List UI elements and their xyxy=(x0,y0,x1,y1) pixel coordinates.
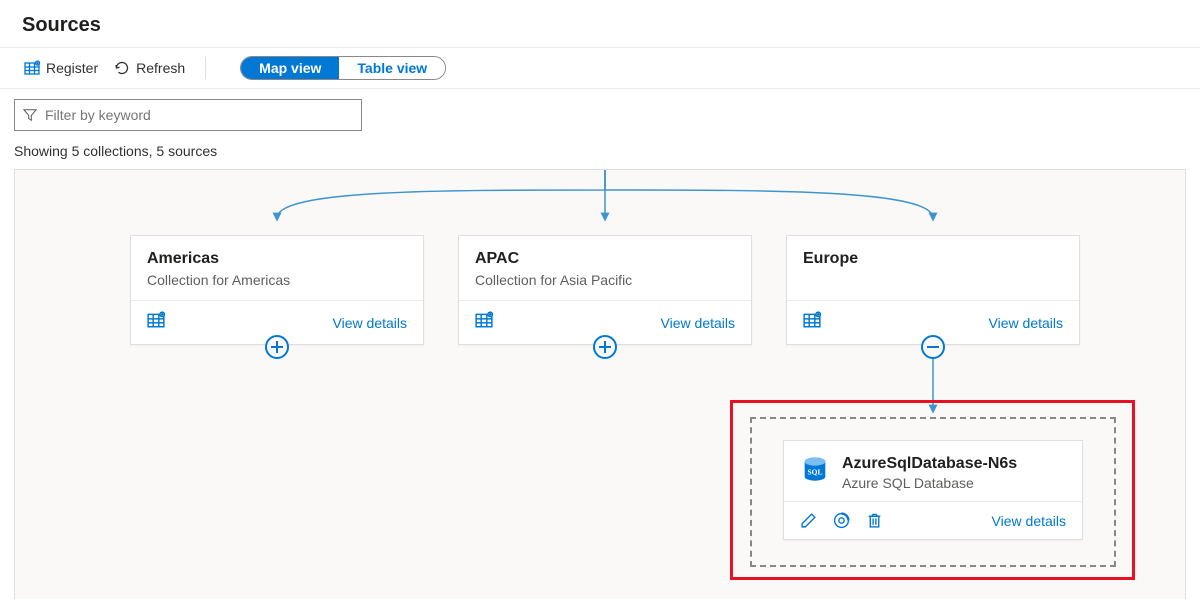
refresh-icon xyxy=(114,60,130,76)
collection-register-icon[interactable] xyxy=(147,311,165,334)
collection-view-details[interactable]: View details xyxy=(333,315,407,331)
collapse-button[interactable] xyxy=(921,335,945,359)
toolbar-divider xyxy=(205,57,206,79)
collection-card-europe[interactable]: Europe View details xyxy=(786,235,1080,345)
collection-title: Americas xyxy=(147,250,407,268)
page-title: Sources xyxy=(22,14,1178,37)
source-view-details[interactable]: View details xyxy=(992,513,1066,529)
view-toggle: Map view Table view xyxy=(240,56,446,80)
filter-input[interactable] xyxy=(43,106,353,124)
edit-icon[interactable] xyxy=(800,512,817,529)
collection-view-details[interactable]: View details xyxy=(989,315,1063,331)
source-subtitle: Azure SQL Database xyxy=(842,475,1017,491)
table-view-toggle[interactable]: Table view xyxy=(339,57,445,79)
collection-subtitle: Collection for Asia Pacific xyxy=(475,272,735,288)
collection-title: Europe xyxy=(803,250,1063,268)
scan-icon[interactable] xyxy=(833,512,850,529)
register-label: Register xyxy=(46,60,98,76)
toolbar: Register Refresh Map view Table view xyxy=(0,48,1200,89)
collection-subtitle xyxy=(803,272,1063,288)
page-header: Sources xyxy=(0,0,1200,48)
refresh-label: Refresh xyxy=(136,60,185,76)
sources-page: Sources Register Refresh Map view Table … xyxy=(0,0,1200,602)
collection-card-americas[interactable]: Americas Collection for Americas View de… xyxy=(130,235,424,345)
collection-register-icon[interactable] xyxy=(475,311,493,334)
collection-subtitle: Collection for Americas xyxy=(147,272,407,288)
delete-icon[interactable] xyxy=(866,512,883,529)
register-button[interactable]: Register xyxy=(22,56,100,80)
sql-database-icon: SQL xyxy=(800,455,830,485)
map-canvas[interactable]: SQL AzureSqlDatabase-N6s Azure SQL Datab… xyxy=(14,169,1186,599)
collection-card-apac[interactable]: APAC Collection for Asia Pacific View de… xyxy=(458,235,752,345)
collection-register-icon[interactable] xyxy=(803,311,821,334)
svg-text:SQL: SQL xyxy=(807,468,822,477)
map-view-toggle[interactable]: Map view xyxy=(241,57,339,79)
source-actions xyxy=(800,512,883,529)
expand-button[interactable] xyxy=(265,335,289,359)
results-summary: Showing 5 collections, 5 sources xyxy=(0,135,1200,167)
source-card[interactable]: SQL AzureSqlDatabase-N6s Azure SQL Datab… xyxy=(783,440,1083,540)
filter-icon xyxy=(23,108,37,122)
refresh-button[interactable]: Refresh xyxy=(112,56,187,80)
expand-button[interactable] xyxy=(593,335,617,359)
collection-view-details[interactable]: View details xyxy=(661,315,735,331)
filter-input-wrap[interactable] xyxy=(14,99,362,131)
source-title: AzureSqlDatabase-N6s xyxy=(842,455,1017,473)
register-icon xyxy=(24,60,40,76)
collection-title: APAC xyxy=(475,250,735,268)
filter-row xyxy=(0,89,1200,135)
